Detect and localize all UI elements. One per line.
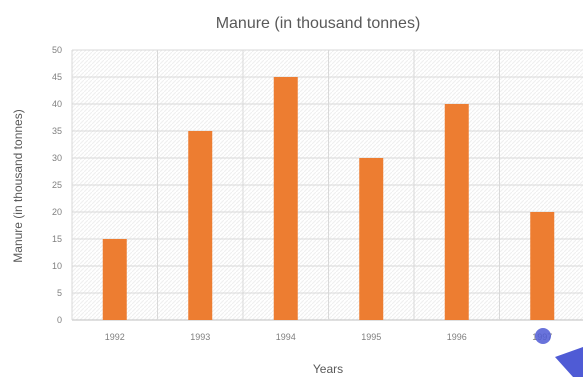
x-axis-title: Years bbox=[313, 362, 343, 376]
y-tick-label: 45 bbox=[52, 72, 62, 82]
y-tick-label: 5 bbox=[57, 288, 62, 298]
y-tick-label: 20 bbox=[52, 207, 62, 217]
bar-1997 bbox=[530, 212, 555, 320]
bar-1992 bbox=[102, 239, 127, 320]
y-tick-label: 25 bbox=[52, 180, 62, 190]
y-tick-label: 0 bbox=[57, 315, 62, 325]
bar-1995 bbox=[359, 158, 384, 320]
y-axis-title: Manure (in thousand tonnes) bbox=[11, 109, 25, 262]
y-tick-label: 40 bbox=[52, 99, 62, 109]
bars bbox=[102, 77, 555, 320]
bar-1993 bbox=[188, 131, 213, 320]
y-tick-label: 30 bbox=[52, 153, 62, 163]
cursor-dot bbox=[535, 328, 551, 344]
x-tick-label: 1992 bbox=[105, 332, 125, 342]
y-tick-label: 15 bbox=[52, 234, 62, 244]
y-tick-label: 10 bbox=[52, 261, 62, 271]
x-tick-label: 1995 bbox=[361, 332, 381, 342]
bar-1994 bbox=[273, 77, 298, 320]
cursor-pointer-icon bbox=[535, 328, 583, 377]
x-tick-labels: 199219931994199519961997 bbox=[105, 332, 553, 342]
x-tick-label: 1994 bbox=[276, 332, 296, 342]
x-tick-label: 1993 bbox=[190, 332, 210, 342]
y-tick-labels: 0 5 10 15 20 25 30 35 40 45 50 bbox=[52, 45, 62, 325]
chart-title: Manure (in thousand tonnes) bbox=[216, 15, 421, 32]
y-tick-label: 50 bbox=[52, 45, 62, 55]
grid bbox=[71, 49, 583, 321]
cursor-arrow bbox=[555, 347, 583, 377]
bar-1996 bbox=[444, 104, 469, 320]
x-tick-label: 1996 bbox=[447, 332, 467, 342]
y-tick-label: 35 bbox=[52, 126, 62, 136]
